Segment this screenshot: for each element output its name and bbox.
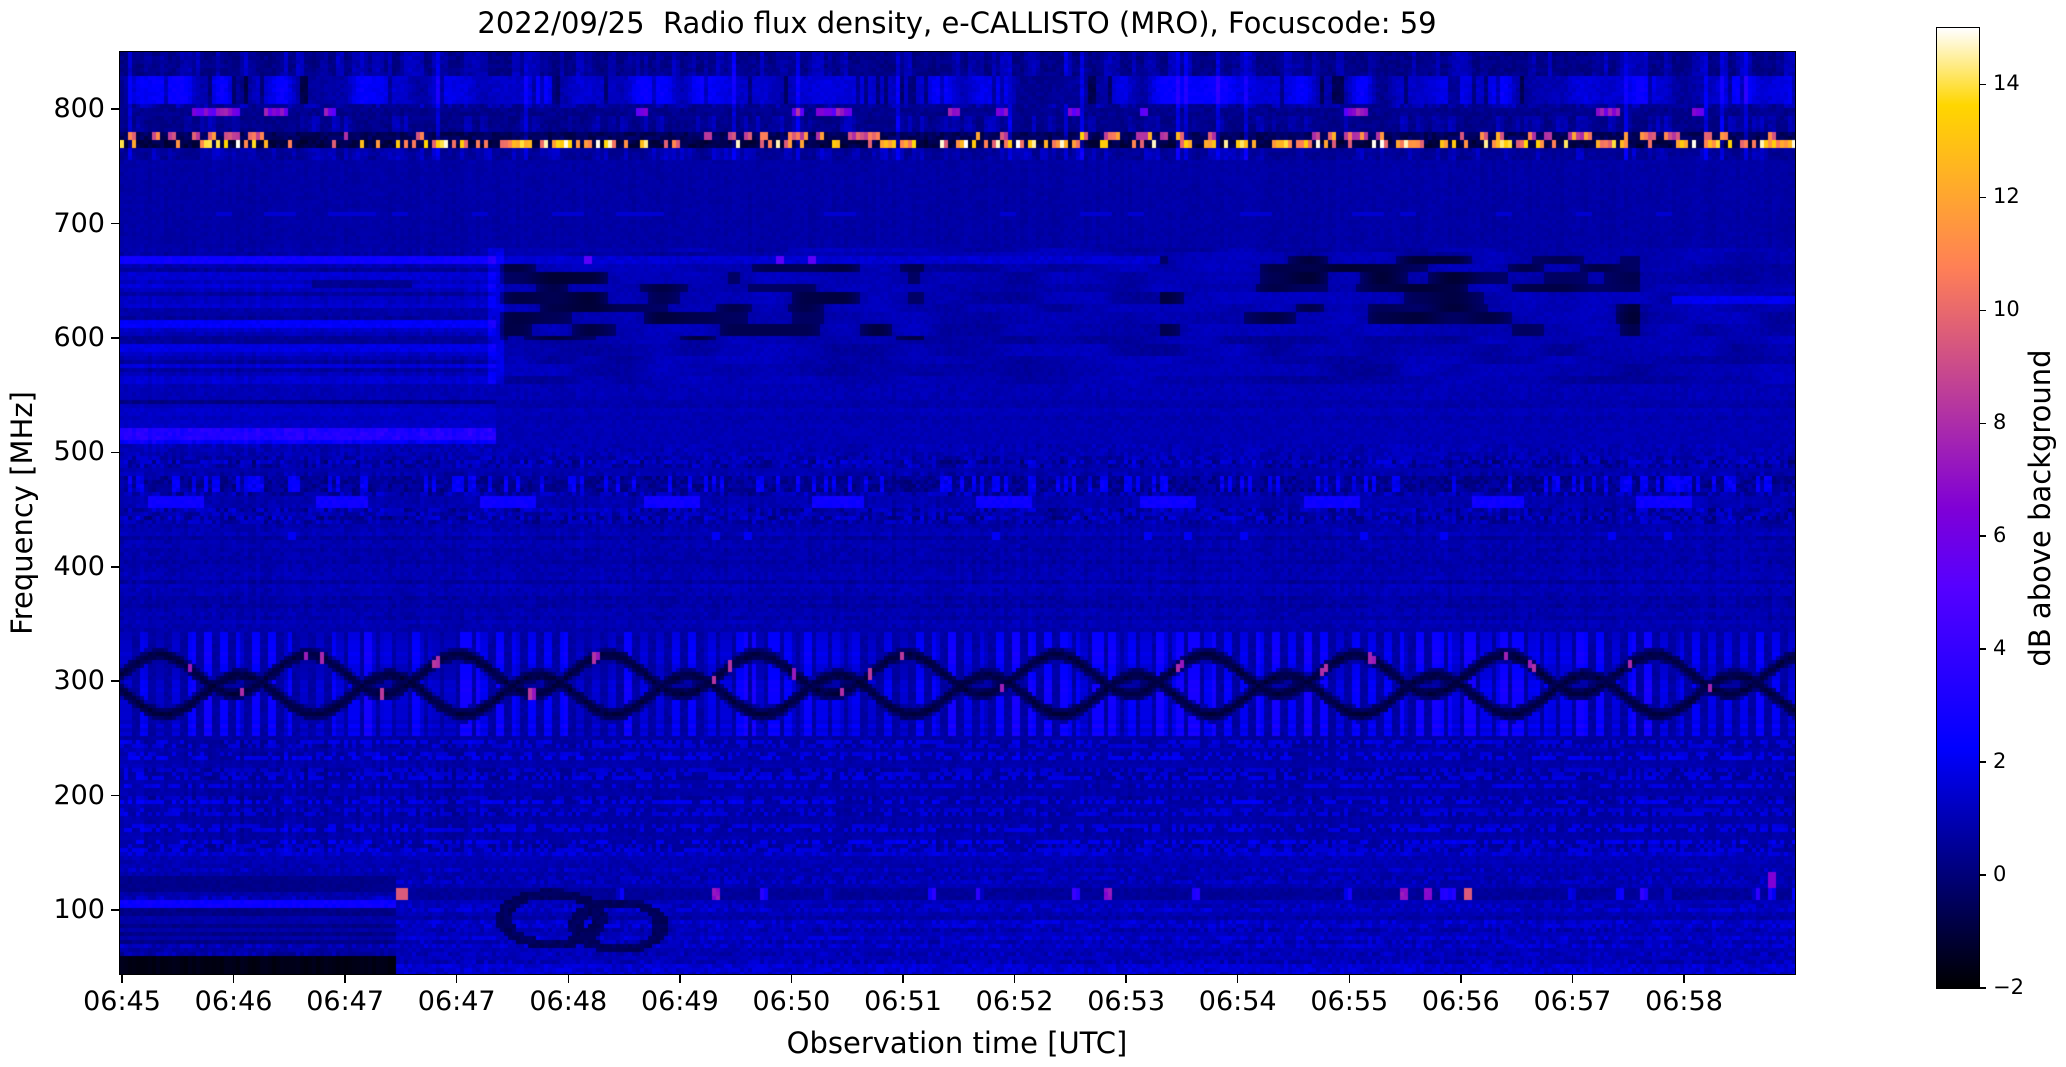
x-axis-tick-label: 06:52 <box>975 986 1054 1017</box>
colorbar-tick <box>1979 196 1986 199</box>
x-axis-tick-label: 06:57 <box>1533 986 1612 1017</box>
y-axis-tick-label: 500 <box>53 436 105 468</box>
colorbar-tick-label: 8 <box>1993 410 2007 435</box>
colorbar-canvas <box>1936 27 1979 988</box>
colorbar-tick <box>1979 535 1986 537</box>
colorbar-label: dB above background <box>2023 349 2057 667</box>
x-axis-tick-label: 06:53 <box>1087 986 1166 1017</box>
colorbar-tick-label: −2 <box>1993 975 2024 999</box>
x-axis-tick <box>902 975 904 983</box>
x-axis-tick <box>232 975 235 983</box>
spectrogram-canvas <box>119 51 1795 974</box>
x-axis-tick-label: 06:56 <box>1421 986 1500 1017</box>
colorbar-tick-label: 2 <box>1993 749 2007 774</box>
x-axis-tick-label: 06:49 <box>640 986 719 1017</box>
x-axis-tick <box>1460 975 1462 983</box>
y-axis-tick-label: 200 <box>53 779 105 811</box>
colorbar-tick-label: 6 <box>1993 523 2007 548</box>
colorbar-tick-label: 10 <box>1993 297 2020 322</box>
plot-area <box>118 50 1796 975</box>
x-axis-tick <box>1683 975 1685 983</box>
colorbar-tick <box>1979 761 1986 763</box>
x-axis-tick-label: 06:46 <box>194 986 273 1017</box>
y-axis-tick-label: 800 <box>53 93 105 125</box>
colorbar-tick <box>1979 309 1986 312</box>
x-axis-tick <box>1571 975 1574 983</box>
x-axis-tick <box>455 975 458 983</box>
y-axis-tick-label: 300 <box>53 665 105 697</box>
y-axis-tick-label: 400 <box>53 550 105 582</box>
colorbar-tick-label: 4 <box>1993 636 2007 661</box>
colorbar-tick <box>1979 874 1986 876</box>
y-axis-tick <box>111 566 119 568</box>
colorbar-tick <box>1979 648 1986 650</box>
x-axis-tick-label: 06:45 <box>83 986 161 1017</box>
y-axis-tick <box>111 794 119 797</box>
plot-title: 2022/09/25 Radio flux density, e-CALLIST… <box>477 6 1437 40</box>
x-axis-tick <box>1125 975 1127 983</box>
colorbar-tick <box>1979 422 1986 425</box>
colorbar-tick-label: 14 <box>1993 71 2020 96</box>
x-axis-tick-label: 06:50 <box>752 986 831 1017</box>
colorbar-tick-label: 0 <box>1993 862 2007 887</box>
x-axis-tick <box>679 975 681 983</box>
y-axis-tick-label: 100 <box>53 893 105 925</box>
x-axis-tick <box>121 975 123 983</box>
y-axis-tick <box>111 451 119 454</box>
x-axis-tick-label: 06:58 <box>1645 986 1723 1017</box>
x-axis-tick-label: 06:54 <box>1198 986 1277 1017</box>
y-axis-tick-label: 700 <box>53 207 105 239</box>
colorbar-tick-label: 12 <box>1993 184 2020 209</box>
colorbar-tick <box>1979 83 1986 86</box>
y-axis-tick <box>111 680 119 682</box>
y-axis-tick <box>111 337 119 339</box>
y-axis-tick <box>111 222 119 225</box>
y-axis-label: Frequency [MHz] <box>5 391 39 635</box>
colorbar-tick <box>1979 987 1986 989</box>
x-axis-tick-label: 06:47 <box>417 986 496 1017</box>
x-axis-tick-label: 06:47 <box>306 986 385 1017</box>
x-axis-tick-label: 06:55 <box>1310 986 1389 1017</box>
x-axis-tick <box>1236 975 1239 983</box>
y-axis-tick <box>111 909 119 911</box>
colorbar <box>1935 26 1980 989</box>
x-axis-tick <box>567 975 570 983</box>
x-axis-tick-label: 06:51 <box>864 986 942 1017</box>
x-axis-label: Observation time [UTC] <box>786 1026 1128 1060</box>
x-axis-tick <box>1013 975 1016 983</box>
y-axis-tick-label: 600 <box>53 321 105 353</box>
x-axis-tick <box>344 975 346 983</box>
x-axis-tick <box>790 975 793 983</box>
x-axis-tick <box>1348 975 1351 983</box>
y-axis-tick <box>111 108 119 110</box>
x-axis-tick-label: 06:48 <box>529 986 608 1017</box>
